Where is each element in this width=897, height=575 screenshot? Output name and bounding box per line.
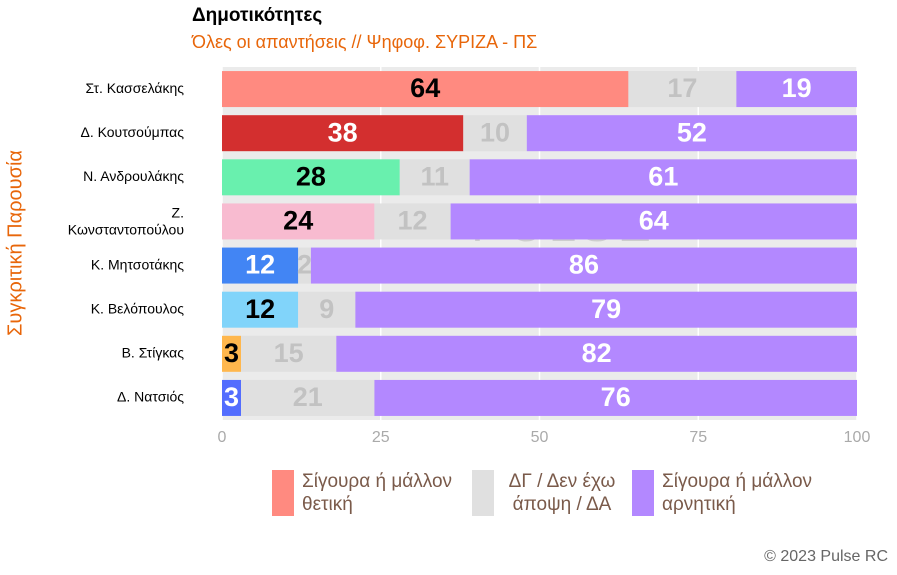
x-tick-label: 25 (372, 429, 390, 446)
chart-subtitle: Όλες οι απαντήσεις // Ψηφοφ. ΣΥΡΙΖΑ - ΠΣ (191, 32, 537, 52)
y-tick-label-line: Ζ. (172, 204, 184, 220)
value-label: 82 (582, 338, 612, 368)
x-tick-label: 75 (689, 429, 707, 446)
value-label: 28 (296, 161, 326, 191)
legend-label: ΔΓ / Δεν έχω άποψη / ΔΑ (508, 471, 616, 515)
value-label: 86 (569, 250, 599, 280)
y-tick-label: Δ. Κουτσούμπας (80, 124, 184, 140)
bar-segment (736, 71, 857, 108)
value-label: 12 (245, 250, 275, 280)
bar-segment (222, 71, 629, 108)
value-label: 52 (677, 117, 707, 147)
x-tick-label: 100 (844, 429, 871, 446)
bar-segment (526, 115, 857, 152)
legend-item: Σίγουρα ή μάλλον θετική (272, 470, 462, 516)
bar-segment (463, 115, 527, 152)
legend-item: Σίγουρα ή μάλλον αρνητική (632, 470, 822, 516)
bar-segment (374, 379, 857, 416)
value-label: 21 (293, 382, 323, 412)
y-tick-label-line: Κωνσταντοπούλου (68, 221, 184, 237)
bar-segment (222, 203, 375, 240)
value-label: 12 (245, 294, 275, 324)
legend-item: ΔΓ / Δεν έχω άποψη / ΔΑ (472, 470, 622, 516)
value-label: 38 (328, 117, 358, 147)
value-label: 11 (420, 161, 449, 191)
bar-segment (399, 159, 470, 196)
value-label: 61 (648, 161, 678, 191)
bar-segment (310, 247, 857, 284)
value-label: 64 (639, 206, 669, 236)
bar-segment (298, 247, 311, 284)
y-tick-label: Κ. Βελόπουλος (91, 300, 185, 316)
value-label: 24 (283, 206, 313, 236)
y-tick-label: Δ. Νατσιός (117, 389, 184, 405)
y-axis-label: Συγκριτική Παρουσία (4, 150, 26, 336)
bar-segment (222, 247, 299, 284)
y-tick-label: Ν. Ανδρουλάκης (83, 168, 184, 184)
value-label: 3 (224, 382, 239, 412)
value-label: 3 (224, 338, 239, 368)
y-tick-label: Κ. Μητσοτάκης (91, 256, 184, 272)
value-label: 10 (480, 117, 510, 147)
legend-swatch (272, 470, 294, 516)
y-tick-label: Στ. Κασσελάκης (86, 80, 185, 96)
bar-segment (241, 335, 337, 372)
bar-segment (450, 203, 857, 240)
bar-segment (628, 71, 737, 108)
y-tick-label: Β. Στίγκας (122, 345, 185, 361)
bar-segment (222, 115, 464, 152)
y-tick-label: Ζ. Κωνσταντοπούλου (68, 204, 184, 237)
value-label: 76 (601, 382, 631, 412)
bar-segment (469, 159, 857, 196)
bar-segment (374, 203, 451, 240)
footer: © 2023 Pulse RC (764, 548, 888, 565)
value-label: 15 (274, 338, 304, 368)
value-label: 12 (397, 206, 427, 236)
legend-label: Σίγουρα ή μάλλον θετική (302, 471, 453, 515)
chart-title: Δημοτικότητες (192, 5, 322, 26)
legend-label: Σίγουρα ή μάλλον αρνητική (662, 471, 813, 515)
bar-segment (336, 335, 857, 372)
bar-segment (222, 159, 400, 196)
value-label: 19 (782, 73, 812, 103)
value-label: 79 (591, 294, 621, 324)
value-label: 64 (410, 73, 440, 103)
legend: Σίγουρα ή μάλλον θετική ΔΓ / Δεν έχω άποψ… (272, 470, 832, 516)
x-tick-label: 50 (531, 429, 549, 446)
x-tick-label: 0 (218, 429, 227, 446)
bar-segment (298, 291, 356, 328)
bar-segment (222, 291, 299, 328)
legend-swatch (472, 470, 494, 516)
legend-swatch (632, 470, 654, 516)
value-label: 17 (667, 73, 697, 103)
bar-segment (222, 335, 242, 372)
bar-segment (241, 379, 375, 416)
bar-segment (222, 379, 242, 416)
bar-segment (355, 291, 857, 328)
value-label: 2 (297, 250, 312, 280)
value-label: 9 (319, 294, 334, 324)
